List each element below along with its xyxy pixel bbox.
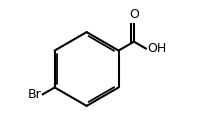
Text: Br: Br: [28, 88, 42, 101]
Text: O: O: [130, 8, 139, 22]
Text: OH: OH: [147, 42, 166, 55]
